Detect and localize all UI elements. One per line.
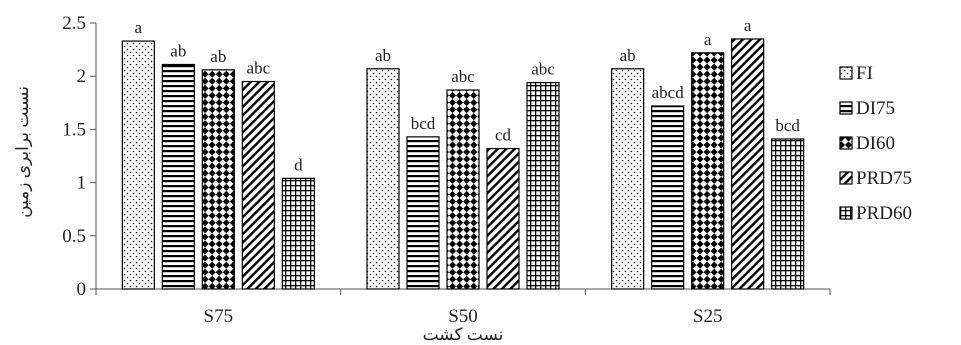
data-label: a bbox=[135, 18, 143, 37]
legend-swatch-di75 bbox=[839, 101, 853, 115]
y-axis: 0 0.5 1 1.5 2 2.5 bbox=[62, 13, 97, 300]
data-label: cd bbox=[495, 126, 512, 145]
bar-prd60-s25 bbox=[771, 138, 805, 290]
legend-swatch-di60 bbox=[839, 136, 853, 150]
x-axis-title: نست کشت bbox=[423, 325, 504, 344]
bar-prd75-s50 bbox=[486, 147, 520, 290]
legend-label-di60: DI60 bbox=[856, 133, 895, 154]
bar-fi-s50 bbox=[366, 68, 400, 290]
y-tick-label: 0.5 bbox=[62, 226, 86, 247]
bar-prd60-s50 bbox=[526, 81, 560, 290]
data-label: bcd bbox=[411, 114, 436, 133]
data-label: abc bbox=[451, 67, 475, 86]
bar-prd60-s75 bbox=[281, 177, 315, 290]
bar-prd75-s25 bbox=[731, 38, 765, 290]
y-tick-label: 0 bbox=[77, 279, 87, 300]
data-label: d bbox=[294, 155, 303, 174]
legend-swatch-prd75 bbox=[839, 171, 853, 185]
legend-label-di75: DI75 bbox=[856, 98, 895, 119]
bar-di75-s25 bbox=[651, 105, 685, 290]
category-label: S75 bbox=[204, 306, 234, 327]
bar-di75-s50 bbox=[406, 136, 440, 290]
legend-label-prd75: PRD75 bbox=[856, 168, 912, 189]
bar-di75-s75 bbox=[161, 63, 195, 290]
bar-prd75-s75 bbox=[241, 80, 275, 290]
data-label: ab bbox=[620, 46, 636, 65]
y-axis-title: نسبت برابری زمین bbox=[13, 86, 33, 218]
bar-di60-s50 bbox=[446, 89, 480, 290]
bar-fi-s25 bbox=[611, 68, 645, 290]
bar-fi-s75 bbox=[121, 40, 155, 290]
data-label: ab bbox=[170, 41, 186, 60]
legend-swatch-prd60 bbox=[839, 206, 853, 220]
y-tick-label: 1.5 bbox=[62, 119, 86, 140]
data-label: abc bbox=[531, 60, 555, 79]
bars bbox=[121, 38, 805, 290]
category-label: S25 bbox=[693, 306, 723, 327]
data-label: a bbox=[704, 30, 712, 49]
x-axis: S75 S50 S25 bbox=[95, 288, 831, 327]
y-tick-label: 1 bbox=[77, 173, 87, 194]
data-label: ab bbox=[210, 47, 226, 66]
legend: FI DI75 DI60 PRD75 PRD60 bbox=[839, 63, 912, 224]
data-label: abc bbox=[247, 59, 271, 78]
data-label: bcd bbox=[775, 116, 800, 135]
legend-swatch-fi bbox=[839, 66, 853, 80]
legend-label-fi: FI bbox=[856, 63, 873, 84]
data-label: ab bbox=[375, 46, 391, 65]
category-label: S50 bbox=[448, 306, 478, 327]
data-label: abcd bbox=[652, 83, 685, 102]
bar-di60-s25 bbox=[691, 52, 725, 290]
legend-label-prd60: PRD60 bbox=[856, 203, 912, 224]
y-tick-label: 2 bbox=[77, 66, 87, 87]
bar-di60-s75 bbox=[201, 69, 235, 290]
data-label: a bbox=[744, 16, 752, 35]
y-tick-label: 2.5 bbox=[62, 13, 86, 34]
